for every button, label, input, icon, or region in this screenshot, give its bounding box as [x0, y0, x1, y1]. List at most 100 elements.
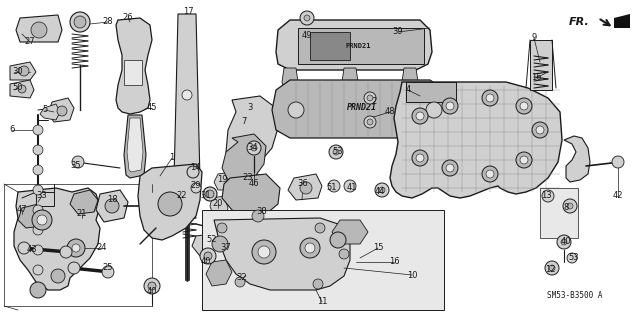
Polygon shape — [402, 68, 418, 90]
Bar — [4, 184, 152, 306]
Circle shape — [72, 244, 80, 252]
Circle shape — [520, 102, 528, 110]
Circle shape — [74, 16, 86, 28]
Polygon shape — [390, 82, 562, 198]
Text: 9: 9 — [531, 33, 536, 42]
Polygon shape — [244, 202, 272, 228]
Circle shape — [300, 11, 314, 25]
Circle shape — [203, 187, 217, 201]
Circle shape — [33, 205, 43, 215]
Polygon shape — [10, 80, 34, 98]
Circle shape — [30, 282, 46, 298]
Circle shape — [33, 165, 43, 175]
Text: 20: 20 — [212, 199, 223, 209]
Circle shape — [344, 180, 356, 192]
Bar — [124, 60, 142, 85]
Circle shape — [251, 145, 257, 151]
Polygon shape — [116, 18, 152, 114]
Circle shape — [330, 232, 346, 248]
Text: 17: 17 — [182, 8, 193, 17]
Polygon shape — [332, 220, 368, 244]
Text: 51: 51 — [327, 183, 337, 192]
Bar — [406, 82, 456, 102]
Polygon shape — [192, 230, 248, 256]
Polygon shape — [210, 196, 228, 218]
Text: 18: 18 — [107, 196, 117, 204]
Circle shape — [258, 246, 270, 258]
Circle shape — [542, 190, 554, 202]
Polygon shape — [14, 188, 100, 290]
Circle shape — [105, 199, 119, 213]
Text: 41: 41 — [347, 183, 357, 192]
Text: 46: 46 — [249, 180, 259, 189]
Text: 26: 26 — [123, 13, 133, 23]
Text: 28: 28 — [102, 18, 113, 26]
Bar — [202, 210, 444, 310]
Circle shape — [486, 170, 494, 178]
Circle shape — [364, 116, 376, 128]
Circle shape — [212, 236, 228, 252]
Circle shape — [516, 98, 532, 114]
Circle shape — [367, 119, 373, 125]
Circle shape — [486, 94, 494, 102]
Polygon shape — [224, 236, 256, 260]
Circle shape — [252, 240, 276, 264]
Text: 52: 52 — [207, 235, 217, 244]
Text: 25: 25 — [103, 263, 113, 272]
Polygon shape — [16, 15, 62, 42]
Circle shape — [379, 187, 385, 193]
Circle shape — [200, 248, 216, 264]
Text: 39: 39 — [393, 27, 403, 36]
Polygon shape — [276, 20, 432, 70]
Circle shape — [148, 282, 156, 290]
Text: PRND21: PRND21 — [347, 103, 377, 113]
Circle shape — [561, 239, 567, 245]
Circle shape — [304, 15, 310, 21]
Polygon shape — [614, 14, 630, 28]
Text: 50: 50 — [13, 84, 23, 93]
Circle shape — [416, 154, 424, 162]
Text: 22: 22 — [177, 191, 188, 201]
Circle shape — [313, 279, 323, 289]
Bar — [310, 32, 350, 60]
Polygon shape — [70, 190, 98, 214]
Circle shape — [33, 185, 43, 195]
Polygon shape — [222, 134, 266, 184]
Text: 19: 19 — [217, 175, 227, 184]
Circle shape — [158, 192, 182, 216]
Circle shape — [252, 210, 264, 222]
Circle shape — [19, 66, 29, 76]
Text: 40: 40 — [201, 257, 211, 266]
Circle shape — [416, 112, 424, 120]
Circle shape — [364, 92, 376, 104]
Text: FR.: FR. — [569, 17, 590, 27]
Text: 43: 43 — [27, 246, 37, 255]
Text: 33: 33 — [36, 191, 47, 201]
Polygon shape — [288, 174, 322, 200]
Text: 37: 37 — [221, 243, 232, 253]
Circle shape — [33, 225, 43, 235]
Circle shape — [339, 249, 349, 259]
Polygon shape — [96, 190, 128, 222]
Polygon shape — [40, 104, 60, 120]
Polygon shape — [174, 14, 200, 182]
Circle shape — [33, 145, 43, 155]
Circle shape — [412, 108, 428, 124]
Circle shape — [300, 182, 312, 194]
Circle shape — [329, 145, 343, 159]
Circle shape — [187, 166, 199, 178]
Polygon shape — [272, 80, 448, 138]
Circle shape — [18, 85, 26, 93]
Circle shape — [144, 278, 160, 294]
Circle shape — [567, 203, 573, 209]
Text: 44: 44 — [375, 188, 385, 197]
Circle shape — [32, 210, 52, 230]
Circle shape — [67, 239, 85, 257]
Text: 35: 35 — [70, 160, 81, 169]
Text: 16: 16 — [388, 257, 399, 266]
Circle shape — [33, 265, 43, 275]
Text: 38: 38 — [257, 207, 268, 217]
Circle shape — [33, 245, 43, 255]
Polygon shape — [154, 196, 180, 222]
Circle shape — [532, 122, 548, 138]
